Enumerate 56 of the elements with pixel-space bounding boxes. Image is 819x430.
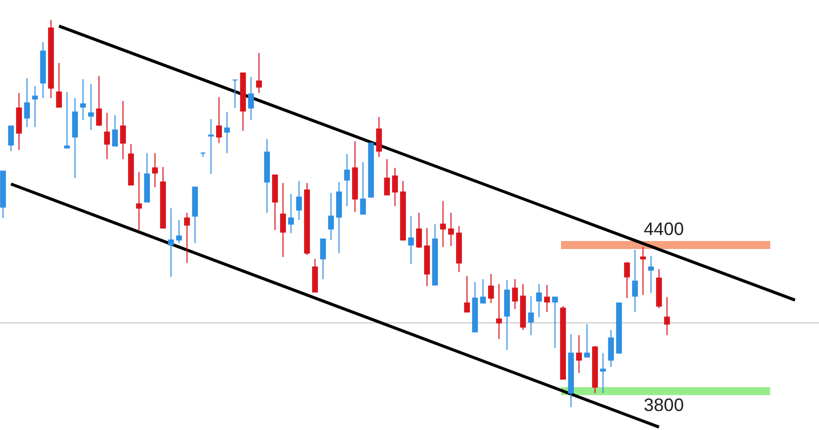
candlestick — [224, 111, 230, 154]
candlestick — [176, 219, 182, 244]
candlestick — [96, 75, 102, 127]
candlestick — [232, 80, 238, 109]
candlestick — [552, 296, 558, 348]
candlestick — [216, 96, 222, 144]
candlestick — [624, 262, 630, 299]
candlestick — [152, 152, 158, 188]
candlestick — [88, 83, 94, 130]
candlestick — [544, 284, 550, 312]
candlestick — [584, 324, 590, 358]
candlestick — [528, 296, 534, 336]
candlestick — [392, 167, 398, 207]
candlestick — [376, 116, 382, 158]
candlestick — [416, 212, 422, 248]
candlestick — [32, 86, 38, 128]
candlestick — [576, 334, 582, 374]
candlestick — [8, 126, 14, 152]
candlestick — [496, 283, 502, 340]
candlestick — [208, 118, 214, 174]
candlestick — [56, 62, 62, 108]
ref-line-label: 3800 — [644, 395, 684, 416]
candlestick — [440, 200, 446, 248]
candlestick — [360, 162, 366, 215]
candlestick — [608, 329, 614, 368]
candlestick — [664, 296, 670, 336]
candlestick — [136, 172, 142, 230]
candlestick — [104, 112, 110, 160]
candlestick — [120, 100, 126, 160]
candlestick — [328, 192, 334, 240]
candlestick — [488, 274, 494, 304]
candlestick — [640, 246, 646, 296]
candlestick — [112, 114, 118, 147]
candlestick — [80, 78, 86, 120]
candlestick — [480, 278, 486, 304]
candlestick — [296, 180, 302, 220]
candlestick — [648, 256, 654, 294]
ref-line-label: 4400 — [644, 219, 684, 240]
candlestick — [320, 238, 326, 280]
candlestick — [64, 91, 70, 148]
candlestick — [464, 275, 470, 312]
candlestick — [24, 78, 30, 128]
candlestick — [280, 182, 286, 258]
candlestick — [384, 158, 390, 196]
candlestick — [168, 208, 174, 278]
candlestick — [512, 278, 518, 310]
candlestick — [448, 212, 454, 247]
candlestick — [248, 76, 254, 120]
candlestick — [256, 52, 262, 94]
candlestick — [344, 154, 350, 207]
candlestick — [184, 212, 190, 264]
candlestick — [632, 249, 638, 312]
candlestick — [536, 283, 542, 318]
candlestick — [600, 352, 606, 394]
candlestick — [288, 193, 294, 234]
candlestick — [408, 216, 414, 265]
